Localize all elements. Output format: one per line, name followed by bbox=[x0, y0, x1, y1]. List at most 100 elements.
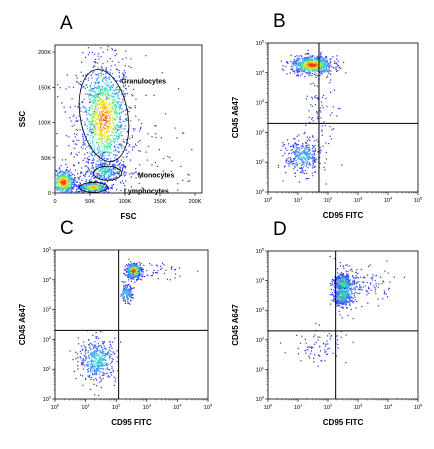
event-point bbox=[68, 181, 70, 183]
event-point bbox=[95, 123, 97, 125]
event-point bbox=[323, 121, 325, 123]
event-point bbox=[122, 300, 125, 302]
event-point bbox=[111, 173, 113, 175]
event-point bbox=[95, 117, 97, 119]
event-point bbox=[117, 102, 119, 104]
event-point bbox=[97, 370, 99, 372]
event-point bbox=[91, 104, 93, 106]
event-point bbox=[98, 137, 100, 139]
event-point bbox=[100, 386, 102, 389]
event-point bbox=[70, 186, 72, 188]
y-axis-title: CD45 A647 bbox=[231, 96, 240, 138]
event-point bbox=[78, 177, 80, 179]
event-point bbox=[324, 65, 326, 67]
event-point bbox=[95, 185, 97, 187]
event-point bbox=[95, 368, 98, 370]
event-point bbox=[100, 101, 102, 103]
event-point bbox=[119, 115, 121, 117]
event-point bbox=[296, 75, 298, 77]
event-point bbox=[122, 182, 125, 184]
event-point bbox=[94, 150, 96, 152]
event-point bbox=[161, 267, 163, 269]
event-point bbox=[123, 287, 125, 289]
event-point bbox=[73, 181, 75, 183]
event-point bbox=[134, 128, 136, 130]
event-point bbox=[125, 50, 127, 52]
event-point bbox=[129, 107, 131, 109]
event-point bbox=[307, 65, 309, 67]
event-point bbox=[314, 152, 316, 154]
event-point bbox=[124, 269, 126, 271]
event-point bbox=[99, 122, 101, 124]
event-point bbox=[85, 184, 87, 187]
event-point bbox=[302, 155, 304, 157]
event-point bbox=[93, 182, 95, 184]
event-point bbox=[82, 136, 84, 138]
event-point bbox=[107, 187, 109, 189]
event-point bbox=[87, 171, 89, 173]
event-point bbox=[311, 105, 313, 107]
event-point bbox=[107, 364, 109, 366]
event-point bbox=[292, 69, 294, 71]
event-point bbox=[307, 69, 309, 71]
event-point bbox=[316, 75, 319, 77]
event-point bbox=[286, 158, 288, 160]
event-point bbox=[139, 269, 141, 271]
event-point bbox=[95, 378, 97, 380]
event-point bbox=[97, 110, 99, 112]
event-point bbox=[67, 183, 69, 185]
event-point bbox=[130, 299, 132, 301]
event-point bbox=[293, 159, 295, 161]
event-point bbox=[316, 59, 318, 61]
event-point bbox=[97, 367, 99, 369]
event-point bbox=[90, 115, 92, 117]
event-point bbox=[92, 120, 94, 122]
event-point bbox=[130, 176, 132, 178]
event-point bbox=[69, 174, 71, 176]
event-point bbox=[132, 293, 134, 296]
event-point bbox=[117, 160, 119, 162]
event-point bbox=[126, 118, 128, 120]
event-point bbox=[127, 290, 129, 292]
event-point bbox=[101, 137, 103, 139]
event-point bbox=[174, 277, 176, 279]
event-point bbox=[100, 371, 102, 373]
event-point bbox=[73, 183, 75, 185]
event-point bbox=[103, 362, 105, 364]
event-point bbox=[108, 146, 110, 148]
event-point bbox=[293, 58, 295, 60]
event-point bbox=[315, 68, 318, 70]
event-point bbox=[138, 261, 140, 263]
event-point bbox=[105, 362, 107, 365]
event-point bbox=[309, 121, 311, 123]
event-point bbox=[122, 295, 124, 297]
event-point bbox=[105, 118, 107, 120]
event-point bbox=[107, 126, 109, 128]
event-point bbox=[66, 74, 68, 76]
event-point bbox=[77, 185, 79, 187]
x-tick-label: 101 bbox=[294, 196, 303, 205]
event-point bbox=[119, 104, 121, 106]
event-point bbox=[102, 359, 104, 361]
event-point bbox=[101, 368, 104, 370]
event-point bbox=[142, 275, 144, 277]
event-point bbox=[305, 67, 308, 69]
event-point bbox=[118, 106, 120, 108]
event-point bbox=[109, 353, 111, 355]
event-point bbox=[95, 142, 98, 144]
event-point bbox=[103, 152, 105, 154]
event-point bbox=[61, 102, 63, 104]
event-point bbox=[109, 357, 111, 359]
event-point bbox=[332, 128, 334, 130]
event-point bbox=[311, 150, 313, 152]
event-point bbox=[107, 112, 109, 114]
event-point bbox=[133, 267, 135, 269]
event-point bbox=[85, 171, 88, 173]
event-point bbox=[68, 179, 70, 181]
gate-granulocytes bbox=[78, 69, 130, 162]
event-point bbox=[87, 77, 89, 79]
event-point bbox=[72, 173, 74, 175]
event-point bbox=[92, 151, 94, 153]
event-point bbox=[131, 295, 133, 297]
event-point bbox=[89, 101, 91, 103]
